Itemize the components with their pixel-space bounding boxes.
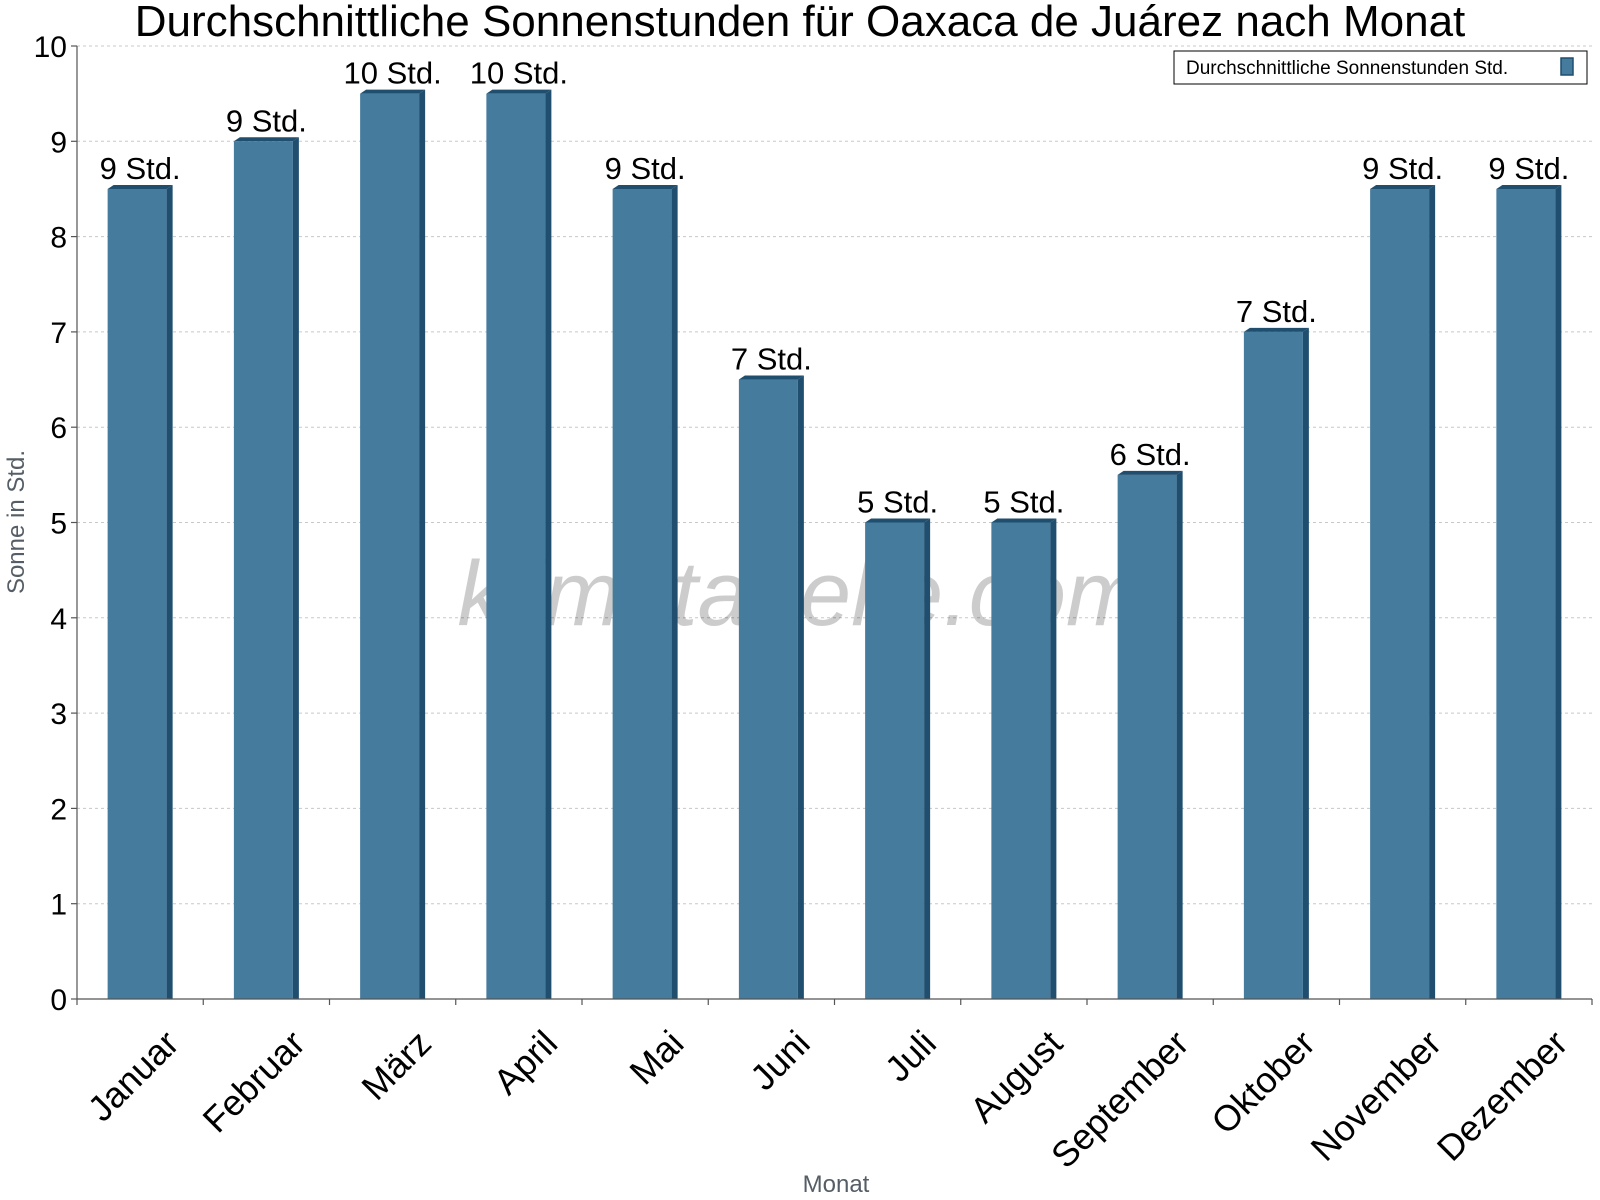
bar-side	[671, 184, 678, 999]
bar-side	[166, 184, 173, 999]
legend-box	[1173, 50, 1588, 85]
bar-top	[865, 518, 931, 523]
bar-märz	[360, 89, 426, 999]
x-tick-label: August	[962, 1022, 1070, 1130]
bar-juli	[865, 518, 931, 999]
bar-side	[292, 137, 299, 1000]
bar-face	[612, 188, 672, 999]
legend-swatch	[1560, 57, 1574, 76]
bar-side	[1429, 184, 1436, 999]
x-tick-label: Juni	[742, 1022, 818, 1098]
bar-november	[1370, 184, 1436, 999]
bar-mai	[612, 184, 678, 999]
bar-top	[1496, 184, 1562, 189]
y-tick-label: 8	[50, 222, 67, 255]
data-label: 6 Std.	[1110, 437, 1191, 472]
data-label: 9 Std.	[226, 103, 307, 138]
bar-face	[738, 379, 798, 999]
bar-dezember	[1496, 184, 1562, 999]
data-label: 10 Std.	[470, 56, 568, 91]
bar-face	[233, 141, 293, 1000]
bar-top	[360, 89, 426, 94]
bar-side	[419, 89, 426, 999]
bar-face	[360, 93, 420, 999]
bar-top	[1370, 184, 1436, 189]
grid-lines	[77, 45, 1592, 905]
bar-april	[486, 89, 552, 999]
data-labels: 9 Std. 9 Std. 10 Std. 10 Std. 9 Std. 7 Std. 5 …	[100, 56, 1570, 520]
data-label: 7 Std.	[731, 342, 812, 377]
data-label: 5 Std.	[983, 485, 1064, 520]
bar-oktober	[1243, 327, 1309, 999]
bar-face	[1370, 188, 1430, 999]
x-tick-labels: Januar Februar März April Mai Juni Juli AugustS…	[80, 1022, 1576, 1176]
bar-side	[1176, 470, 1183, 1000]
data-label: 9 Std.	[1362, 151, 1443, 186]
data-label: 5 Std.	[857, 485, 938, 520]
y-tick-label: 4	[50, 603, 67, 636]
x-tick-label: März	[353, 1022, 439, 1108]
bar-top	[486, 89, 552, 94]
legend: Durchschnittliche Sonnenstunden Std.	[1173, 50, 1588, 85]
bar-top	[612, 184, 678, 189]
bar-top	[991, 518, 1057, 523]
x-tick-label: Januar	[80, 1022, 187, 1129]
y-tick-label: 10	[34, 31, 67, 64]
data-label: 10 Std.	[344, 56, 442, 91]
bar-top	[233, 137, 299, 142]
x-tick-label: April	[485, 1022, 565, 1102]
y-tick-label: 3	[50, 698, 67, 731]
bar-september	[1117, 470, 1183, 1000]
bar-side	[1050, 518, 1057, 999]
bar-top	[1117, 470, 1183, 475]
y-tick-label: 0	[50, 984, 67, 1017]
data-label: 7 Std.	[1236, 294, 1317, 329]
bar-top	[107, 184, 173, 189]
bar-top	[738, 375, 804, 380]
bar-face	[865, 522, 925, 999]
chart-title: Durchschnittliche Sonnenstunden für Oaxa…	[135, 0, 1466, 46]
bar-top	[1243, 327, 1309, 332]
x-tick-label: November	[1303, 1022, 1449, 1168]
bar-face	[1243, 331, 1303, 999]
y-tick-label: 6	[50, 412, 67, 445]
bar-face	[1496, 188, 1556, 999]
bar-side	[545, 89, 552, 999]
x-tick-label: Juli	[877, 1022, 944, 1089]
bar-januar	[107, 184, 173, 999]
bars	[107, 89, 1562, 1000]
bar-face	[486, 93, 546, 999]
x-tick-label: Oktober	[1203, 1022, 1323, 1142]
legend-label: Durchschnittliche Sonnenstunden Std.	[1186, 58, 1508, 79]
bar-juni	[738, 375, 804, 999]
x-tick-label: Mai	[621, 1022, 691, 1092]
data-label: 9 Std.	[1488, 151, 1569, 186]
y-axis-title: Sonne in Std.	[3, 450, 30, 594]
bar-side	[924, 518, 931, 999]
y-tick-label: 7	[50, 317, 67, 350]
x-tick-label: September	[1043, 1022, 1197, 1176]
data-label: 9 Std.	[605, 151, 686, 186]
bar-side	[1555, 184, 1562, 999]
y-tick-label: 2	[50, 793, 67, 826]
data-label: 9 Std.	[100, 151, 181, 186]
bar-side	[797, 375, 804, 999]
bar-august	[991, 518, 1057, 999]
bar-face	[1117, 474, 1177, 1000]
x-axis-title: Monat	[803, 1171, 870, 1198]
x-tick-label: Dezember	[1429, 1022, 1575, 1168]
axes	[71, 45, 1593, 1005]
bar-face	[991, 522, 1051, 999]
bar-februar	[233, 137, 299, 1000]
y-tick-label: 9	[50, 126, 67, 159]
y-tick-labels: 0 1 2 3 4 5 6 7 8 9 10	[34, 31, 67, 1017]
y-tick-label: 1	[50, 889, 67, 922]
y-tick-label: 5	[50, 508, 67, 541]
bar-face	[107, 188, 167, 999]
x-tick-label: Februar	[195, 1022, 313, 1140]
bar-side	[1302, 327, 1309, 999]
